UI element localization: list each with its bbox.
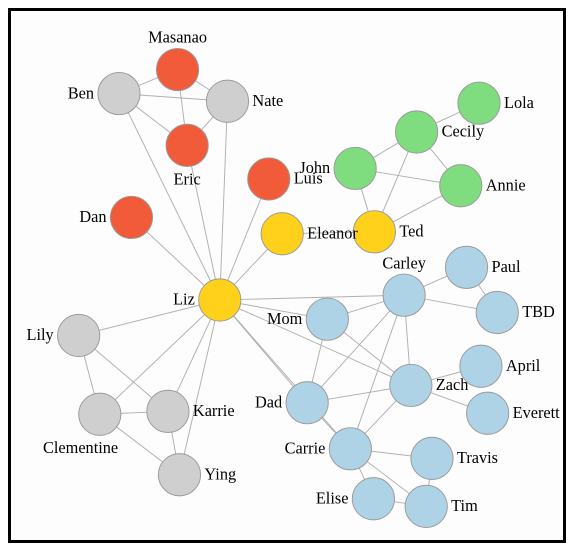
node-ben[interactable] xyxy=(98,72,140,114)
label-tim: Tim xyxy=(451,496,478,515)
label-ying: Ying xyxy=(204,464,236,483)
node-liz[interactable] xyxy=(199,279,241,321)
node-everett[interactable] xyxy=(467,392,509,434)
label-elise: Elise xyxy=(316,488,349,507)
label-carrie: Carrie xyxy=(285,439,326,458)
label-ted: Ted xyxy=(399,222,423,241)
node-travis[interactable] xyxy=(411,437,453,479)
node-april[interactable] xyxy=(460,345,502,387)
edge-liz-carley xyxy=(220,295,404,300)
label-tbd: TBD xyxy=(522,302,555,321)
node-clementine[interactable] xyxy=(79,393,121,435)
label-lily: Lily xyxy=(27,325,55,344)
label-everett: Everett xyxy=(513,403,561,422)
node-masanao[interactable] xyxy=(156,48,198,90)
label-clementine: Clementine xyxy=(43,438,118,457)
label-liz: Liz xyxy=(173,290,195,309)
label-ben: Ben xyxy=(68,83,94,102)
node-nate[interactable] xyxy=(206,80,248,122)
node-annie[interactable] xyxy=(440,165,482,207)
label-karrie: Karrie xyxy=(193,401,235,420)
label-masanao: Masanao xyxy=(148,28,207,47)
edge-nate-liz xyxy=(220,101,228,300)
node-ted[interactable] xyxy=(353,211,395,253)
node-zach[interactable] xyxy=(390,364,432,406)
node-mom[interactable] xyxy=(306,298,348,340)
label-john: John xyxy=(299,158,330,177)
node-luis[interactable] xyxy=(248,158,290,200)
node-eric[interactable] xyxy=(166,124,208,166)
label-nate: Nate xyxy=(252,91,283,110)
node-ying[interactable] xyxy=(158,454,200,496)
node-eleanor[interactable] xyxy=(261,213,303,255)
node-paul[interactable] xyxy=(445,246,487,288)
node-tim[interactable] xyxy=(405,485,447,527)
node-tbd[interactable] xyxy=(476,291,518,333)
node-carley[interactable] xyxy=(383,274,425,316)
nodes-group xyxy=(58,48,519,527)
node-carrie[interactable] xyxy=(329,428,371,470)
label-carley: Carley xyxy=(382,253,426,272)
node-elise[interactable] xyxy=(352,478,394,520)
label-eric: Eric xyxy=(174,169,201,188)
edge-liz-lily xyxy=(79,300,220,336)
label-dan: Dan xyxy=(79,207,106,226)
label-travis: Travis xyxy=(457,448,498,467)
node-dan[interactable] xyxy=(110,196,152,238)
edge-eric-liz xyxy=(187,145,220,300)
node-dad[interactable] xyxy=(286,382,328,424)
label-april: April xyxy=(506,356,541,375)
node-cecily[interactable] xyxy=(395,111,437,153)
node-lily[interactable] xyxy=(58,314,100,356)
label-lola: Lola xyxy=(504,93,535,112)
edge-liz-ying xyxy=(179,300,219,475)
node-john[interactable] xyxy=(334,147,376,189)
node-karrie[interactable] xyxy=(147,390,189,432)
network-graph: BenMasanaoNateEricLuisDanEleanorLizLilyC… xyxy=(11,11,563,540)
node-lola[interactable] xyxy=(458,82,500,124)
graph-frame: BenMasanaoNateEricLuisDanEleanorLizLilyC… xyxy=(8,8,566,543)
label-annie: Annie xyxy=(486,175,526,194)
label-luis: Luis xyxy=(294,169,323,188)
label-dad: Dad xyxy=(255,392,282,411)
label-paul: Paul xyxy=(491,257,520,276)
